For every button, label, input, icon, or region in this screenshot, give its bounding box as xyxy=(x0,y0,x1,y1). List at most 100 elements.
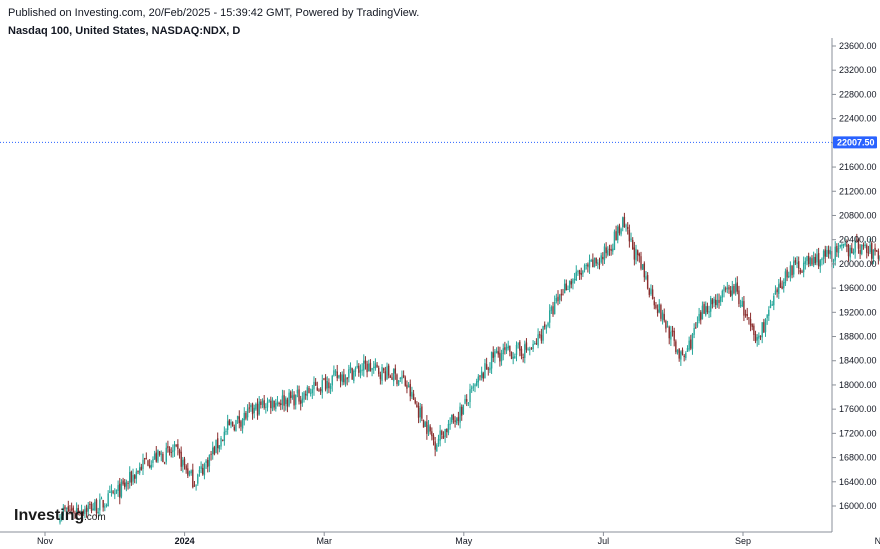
candle-body xyxy=(525,342,528,350)
candle-body xyxy=(250,405,252,408)
candle-body xyxy=(537,334,539,346)
candle-body xyxy=(437,438,440,445)
candle-body xyxy=(555,297,558,302)
candle-body xyxy=(753,325,755,335)
candle-body xyxy=(173,444,176,451)
candle-body xyxy=(512,356,514,359)
candle-body xyxy=(708,311,710,313)
candle-body xyxy=(316,387,318,391)
candle-body xyxy=(781,286,783,289)
candle-body xyxy=(522,356,524,358)
candle-body xyxy=(387,365,390,376)
candle-body xyxy=(288,392,290,406)
candle-body xyxy=(502,348,504,355)
candle-body xyxy=(585,264,587,266)
x-tick-label: Sep xyxy=(735,536,751,546)
candle-body xyxy=(74,512,76,514)
candle-body xyxy=(514,356,516,359)
candle-body xyxy=(480,371,483,378)
candle-body xyxy=(459,406,461,423)
candle-body xyxy=(675,341,677,352)
candle-body xyxy=(492,352,494,358)
candle-body xyxy=(368,363,370,372)
candle-body xyxy=(328,382,330,389)
candle-body xyxy=(683,355,685,358)
candle-body xyxy=(628,229,631,242)
candle-body xyxy=(180,451,182,467)
candle-body xyxy=(200,466,202,470)
candle-body xyxy=(580,272,582,276)
symbol-title: Nasdaq 100, United States, NASDAQ:NDX, D xyxy=(8,25,241,37)
candle-body xyxy=(520,348,523,356)
candle-body xyxy=(431,431,433,437)
candle-body xyxy=(563,283,566,294)
candle-body xyxy=(298,389,300,402)
candle-body xyxy=(638,253,641,257)
candle-body xyxy=(270,400,272,409)
candle-body xyxy=(819,260,821,267)
candle-body xyxy=(743,301,745,316)
candle-body xyxy=(632,239,634,250)
candle-body xyxy=(671,330,674,333)
y-tick-label: 18000.00 xyxy=(839,380,877,390)
candle-body xyxy=(402,375,405,378)
candle-body xyxy=(467,402,470,404)
candle-body xyxy=(65,507,68,509)
time-axis: Nov2024MarMayJulSepNov2025MarMayJulSep xyxy=(37,532,880,546)
candle-body xyxy=(454,420,456,423)
candle-body xyxy=(138,467,141,474)
candle-body xyxy=(622,217,624,228)
candle-body xyxy=(731,286,733,296)
candle-body xyxy=(273,400,275,408)
candle-body xyxy=(864,244,866,247)
candle-body xyxy=(665,321,667,329)
candle-body xyxy=(233,426,235,431)
logo-main: Investing xyxy=(14,507,84,524)
last-price-badge: 22007.50 xyxy=(833,136,877,149)
candle-body xyxy=(607,250,609,255)
candle-body xyxy=(177,444,179,450)
candle-body xyxy=(477,376,480,383)
candle-body xyxy=(217,438,219,449)
candle-body xyxy=(469,389,471,403)
candle-body xyxy=(378,367,380,375)
candle-body xyxy=(728,287,730,290)
candle-body xyxy=(84,509,86,515)
candle-body xyxy=(557,296,559,302)
candle-body xyxy=(354,368,357,372)
candle-body xyxy=(404,377,406,386)
candle-body xyxy=(608,248,611,250)
candle-body xyxy=(534,343,536,345)
candle-body xyxy=(215,439,217,453)
candle-body xyxy=(549,310,551,323)
candle-body xyxy=(872,249,875,259)
candle-body xyxy=(739,305,742,307)
candle-body xyxy=(303,392,305,400)
candle-body xyxy=(155,452,157,462)
candle-body xyxy=(442,435,445,439)
candle-body xyxy=(824,249,826,257)
candle-body xyxy=(329,385,332,389)
candle-body xyxy=(60,516,63,520)
candle-body xyxy=(353,370,355,381)
candle-body xyxy=(766,315,768,319)
candle-body xyxy=(681,349,684,355)
candle-body xyxy=(461,406,463,416)
candle-body xyxy=(734,283,737,293)
candle-body xyxy=(597,262,599,265)
candle-body xyxy=(794,260,797,263)
price-axis: 16000.00 16400.00 16800.00 17200.00 17600.00… xyxy=(832,41,877,511)
candle-body xyxy=(578,270,581,275)
candle-body xyxy=(793,261,795,275)
candle-body xyxy=(266,401,269,408)
x-tick-label: Jul xyxy=(598,536,610,546)
candle-body xyxy=(738,290,740,305)
candle-body xyxy=(489,367,491,371)
candle-body xyxy=(668,327,670,339)
candle-body xyxy=(427,424,430,433)
candle-body xyxy=(603,246,606,261)
candle-body xyxy=(162,453,164,463)
candle-body xyxy=(99,499,101,511)
candle-body xyxy=(235,420,237,432)
